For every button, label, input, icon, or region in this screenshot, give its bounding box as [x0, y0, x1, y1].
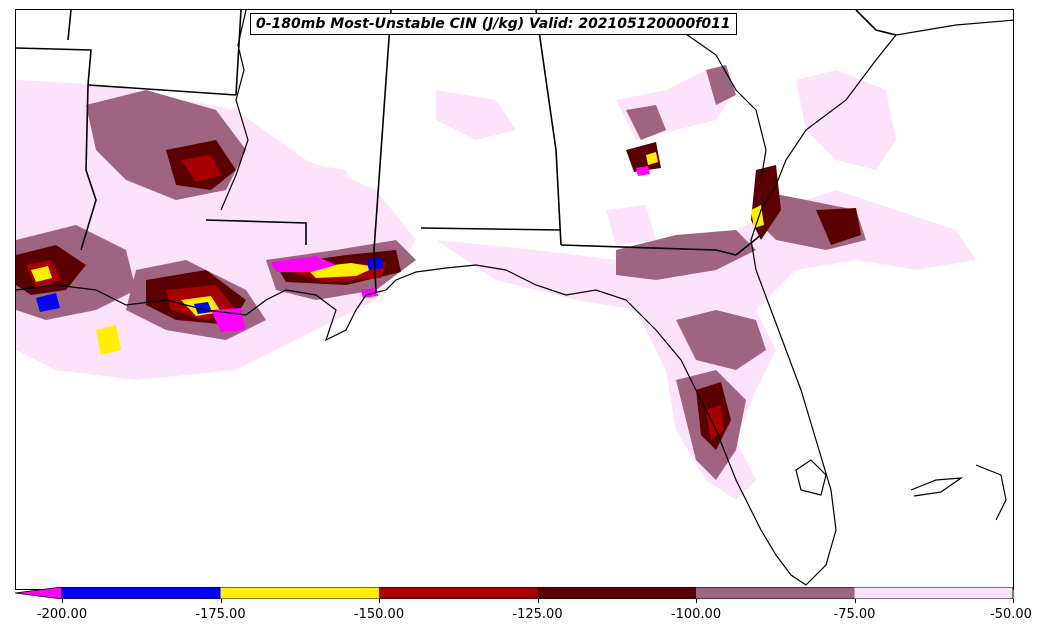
colorbar-tick-label: -75.00 — [833, 607, 876, 622]
colorbar-tick-label: -50.00 — [990, 607, 1032, 622]
colorbar-bin — [379, 587, 538, 599]
colorbar-tick-mark — [1013, 599, 1014, 603]
colorbar-tick-mark — [854, 599, 856, 603]
colorbar-tick-mark — [62, 599, 63, 603]
map-title: 0-180mb Most-Unstable CIN (J/kg) Valid: … — [250, 13, 737, 35]
colorbar-tick-label: -200.00 — [36, 607, 88, 622]
cin-blue-areas — [36, 257, 384, 314]
colorbar-tick-mark — [220, 599, 222, 603]
colorbar-under-triangle — [15, 587, 63, 599]
coastline — [16, 10, 1013, 586]
colorbar-bin — [854, 587, 1013, 599]
colorbar — [15, 587, 1014, 599]
colorbar-tick-label: -125.00 — [512, 607, 563, 622]
colorbar-tick-label: -100.00 — [670, 607, 722, 622]
colorbar-bin — [696, 587, 855, 599]
colorbar-tick-label: -150.00 — [353, 607, 405, 622]
colorbar-tick-mark — [379, 599, 380, 603]
colorbar-tick-mark — [696, 599, 697, 603]
map-svg — [16, 10, 1013, 586]
map-panel — [15, 9, 1014, 590]
colorbar-bin — [220, 587, 379, 599]
colorbar-tick-label: -175.00 — [195, 607, 246, 622]
colorbar-bin — [62, 587, 221, 599]
colorbar-frame — [61, 587, 1014, 599]
colorbar-bin — [537, 587, 696, 599]
colorbar-tick-mark — [537, 599, 539, 603]
state-borders — [16, 10, 897, 293]
